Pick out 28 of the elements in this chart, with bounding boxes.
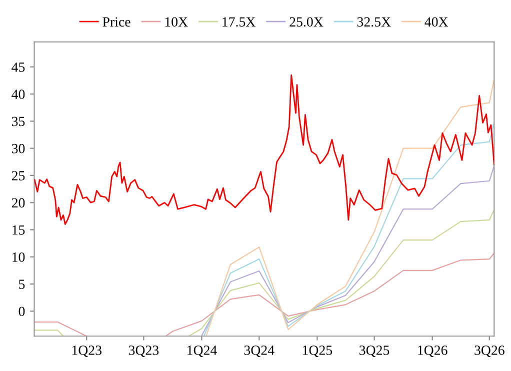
y-tick-label: 45 — [12, 62, 25, 72]
x-tick-label: 1Q26 — [418, 346, 448, 358]
line-series — [203, 122, 494, 336]
y-tick-label: 35 — [12, 116, 25, 126]
legend-label: 25.0X — [290, 17, 324, 27]
legend-label: Price — [102, 17, 130, 27]
y-tick-label: 25 — [12, 171, 25, 180]
line-series — [201, 165, 494, 336]
y-tick-label: 30 — [12, 144, 25, 154]
x-tick-label: 3Q24 — [244, 346, 274, 358]
y-tick-label: 40 — [12, 90, 25, 99]
line-series — [34, 74, 494, 225]
legend-label: 17.5X — [222, 17, 256, 27]
legend-label: 10X — [165, 17, 188, 27]
legend-label: 40X — [424, 17, 448, 27]
y-tick-label: 15 — [12, 225, 25, 235]
x-tick-label: 3Q26 — [474, 346, 504, 358]
legend-label: 32.5X — [357, 17, 391, 27]
y-tick-label: 10 — [12, 252, 25, 262]
x-tick-label: 1Q24 — [188, 346, 217, 358]
x-tick-label: 1Q25 — [302, 346, 332, 358]
y-tick-label: 20 — [12, 198, 25, 208]
line-series — [206, 78, 494, 336]
x-tick-label: 1Q23 — [72, 346, 102, 358]
y-tick-label: 5 — [19, 280, 25, 289]
x-tick-label: 3Q25 — [360, 346, 390, 358]
y-tick-label: 0 — [18, 306, 25, 316]
x-tick-label: 3Q23 — [128, 346, 159, 358]
